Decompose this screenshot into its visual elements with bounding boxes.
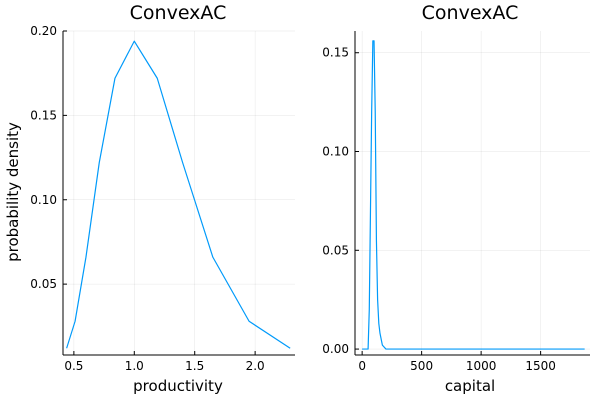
- left-panel-x-tick-label-3: 2.0: [246, 359, 265, 373]
- right-panel-y-tick-label-0: 0.00: [322, 342, 349, 356]
- right-panel-y-tick-label-1: 0.05: [322, 243, 349, 257]
- left-panel-y-tick-label-0: 0.05: [30, 277, 57, 291]
- left-panel-y-tick-label-1: 0.10: [30, 193, 57, 207]
- left-panel-y-tick-label-3: 0.20: [30, 24, 57, 38]
- right-panel-x-tick-label-0: 0: [358, 359, 366, 373]
- right-panel-x-tick-label-2: 1000: [466, 359, 497, 373]
- right-panel-x-tick-label-3: 1500: [525, 359, 556, 373]
- left-panel-y-tick-label-2: 0.15: [30, 108, 57, 122]
- right-panel-title: ConvexAC: [422, 2, 519, 24]
- left-panel: ConvexAC productivity probability densit…: [4, 2, 295, 395]
- left-panel-series-line-0: [66, 40, 291, 349]
- left-panel-x-tick-label-2: 1.5: [185, 359, 204, 373]
- right-panel-y-tick-label-3: 0.15: [322, 46, 349, 60]
- left-panel-title: ConvexAC: [130, 2, 227, 24]
- right-panel-x-tick-label-1: 500: [410, 359, 433, 373]
- right-panel-y-tick-label-2: 0.10: [322, 145, 349, 159]
- left-panel-x-tick-label-1: 1.0: [125, 359, 144, 373]
- right-panel-series-line-0: [362, 40, 585, 350]
- left-panel-x-tick-label-0: 0.5: [64, 359, 83, 373]
- left-panel-x-axis-label: productivity: [133, 377, 223, 395]
- right-panel: ConvexAC capital 0 500 1000 1500 0.00 0.05 0.1…: [322, 2, 590, 395]
- right-panel-x-axis-label: capital: [445, 377, 495, 395]
- left-panel-y-axis-label: probability density: [4, 122, 22, 262]
